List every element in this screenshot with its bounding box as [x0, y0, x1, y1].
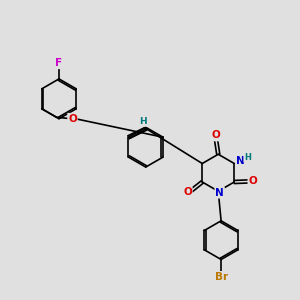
Text: H: H: [244, 153, 251, 162]
Text: N: N: [236, 156, 245, 166]
Text: H: H: [140, 117, 147, 126]
Text: O: O: [68, 114, 77, 124]
Text: N: N: [215, 188, 224, 198]
Text: O: O: [183, 187, 192, 197]
Text: O: O: [248, 176, 257, 186]
Text: Br: Br: [214, 272, 228, 282]
Text: O: O: [212, 130, 220, 140]
Text: F: F: [56, 58, 63, 68]
